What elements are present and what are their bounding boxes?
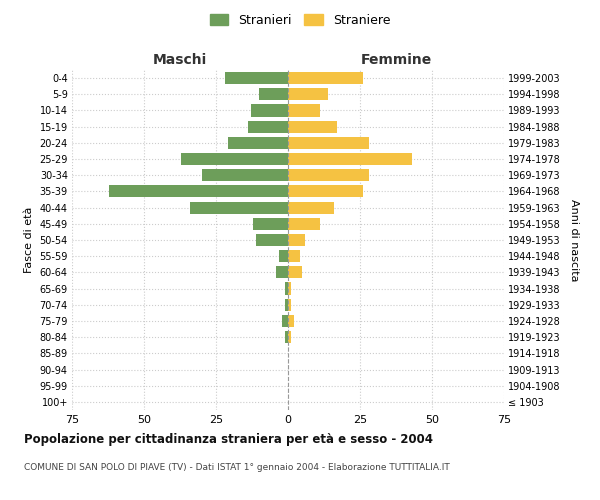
Bar bbox=[288, 234, 305, 246]
Bar bbox=[288, 315, 294, 327]
Bar bbox=[248, 120, 288, 132]
Text: Femmine: Femmine bbox=[361, 53, 431, 67]
Bar bbox=[285, 282, 288, 294]
Bar bbox=[288, 169, 368, 181]
Bar bbox=[181, 153, 288, 165]
Bar bbox=[259, 88, 288, 101]
Bar bbox=[288, 298, 291, 311]
Bar bbox=[253, 218, 288, 230]
Bar bbox=[288, 72, 363, 84]
Y-axis label: Anni di nascita: Anni di nascita bbox=[569, 198, 579, 281]
Bar bbox=[288, 137, 368, 149]
Bar bbox=[288, 88, 328, 101]
Text: Maschi: Maschi bbox=[153, 53, 207, 67]
Bar bbox=[288, 282, 291, 294]
Bar bbox=[277, 266, 288, 278]
Bar bbox=[285, 331, 288, 343]
Bar bbox=[251, 104, 288, 117]
Bar bbox=[190, 202, 288, 213]
Text: Popolazione per cittadinanza straniera per età e sesso - 2004: Popolazione per cittadinanza straniera p… bbox=[24, 432, 433, 446]
Bar bbox=[285, 298, 288, 311]
Bar bbox=[280, 250, 288, 262]
Bar bbox=[288, 120, 337, 132]
Legend: Stranieri, Straniere: Stranieri, Straniere bbox=[205, 8, 395, 32]
Y-axis label: Fasce di età: Fasce di età bbox=[24, 207, 34, 273]
Bar bbox=[224, 72, 288, 84]
Bar bbox=[288, 104, 320, 117]
Bar bbox=[227, 137, 288, 149]
Bar bbox=[288, 186, 363, 198]
Bar bbox=[288, 218, 320, 230]
Text: COMUNE DI SAN POLO DI PIAVE (TV) - Dati ISTAT 1° gennaio 2004 - Elaborazione TUT: COMUNE DI SAN POLO DI PIAVE (TV) - Dati … bbox=[24, 462, 450, 471]
Bar bbox=[288, 331, 291, 343]
Bar bbox=[288, 202, 334, 213]
Bar bbox=[256, 234, 288, 246]
Bar bbox=[288, 266, 302, 278]
Bar bbox=[288, 250, 299, 262]
Bar bbox=[109, 186, 288, 198]
Bar bbox=[288, 153, 412, 165]
Bar bbox=[202, 169, 288, 181]
Bar bbox=[282, 315, 288, 327]
